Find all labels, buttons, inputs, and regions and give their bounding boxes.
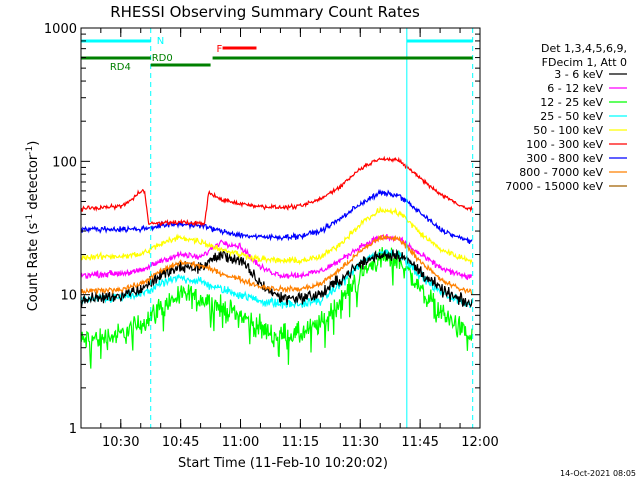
observing-bars-layer: N F RD0 RD4 <box>80 28 474 428</box>
legend-label-7000-15000-kev: 7000 - 15000 keV <box>505 180 603 193</box>
y-axis-label: Count Rate (s-1 detector-1) <box>25 141 41 312</box>
x-tick-label: 11:15 <box>282 435 319 450</box>
legend-label-300-800-kev: 300 - 800 keV <box>526 152 603 165</box>
x-tick-label: 10:30 <box>102 435 139 450</box>
x-tick-label: 12:00 <box>461 435 498 450</box>
axes-layer: 1 10 100 1000 10:30 10:45 11:00 11:15 11:30 11:45… <box>44 22 499 450</box>
legend: Det 1,3,4,5,6,9,FDecim 1, Att 03 - 6 keV… <box>505 42 627 193</box>
legend-label-800-7000-kev: 800 - 7000 keV <box>519 166 603 179</box>
bar-label-f: F <box>217 44 223 55</box>
y-tick-label: 10 <box>60 289 77 304</box>
bar-label-rd4: RD4 <box>110 62 131 73</box>
x-tick-label: 11:45 <box>401 435 438 450</box>
chart-title: RHESSI Observing Summary Count Rates <box>110 3 420 21</box>
legend-label-3-6-kev: 3 - 6 keV <box>554 68 603 81</box>
legend-label-12-25-kev: 12 - 25 keV <box>540 96 603 109</box>
legend-label-50-100-kev: 50 - 100 keV <box>533 124 603 137</box>
legend-label-6-12-kev: 6 - 12 keV <box>547 82 603 95</box>
generation-timestamp: 14-Oct-2021 08:05 <box>560 469 636 478</box>
bar-label-rd0: RD0 <box>152 53 173 64</box>
legend-label-100-300-kev: 100 - 300 keV <box>526 138 603 151</box>
x-tick-label: 10:45 <box>162 435 199 450</box>
x-tick-label: 11:30 <box>342 435 379 450</box>
legend-label-25-50-kev: 25 - 50 keV <box>540 110 603 123</box>
bar-label-n: N <box>157 36 164 47</box>
y-tick-label: 1000 <box>44 22 77 37</box>
legend-header: FDecim 1, Att 0 <box>542 56 627 69</box>
x-tick-label: 11:00 <box>222 435 259 450</box>
y-tick-label: 1 <box>69 422 77 437</box>
y-tick-label: 100 <box>52 155 77 170</box>
series-layer <box>80 155 473 369</box>
legend-header: Det 1,3,4,5,6,9, <box>541 42 627 55</box>
x-axis-label: Start Time (11-Feb-10 10:20:02) <box>178 456 388 471</box>
